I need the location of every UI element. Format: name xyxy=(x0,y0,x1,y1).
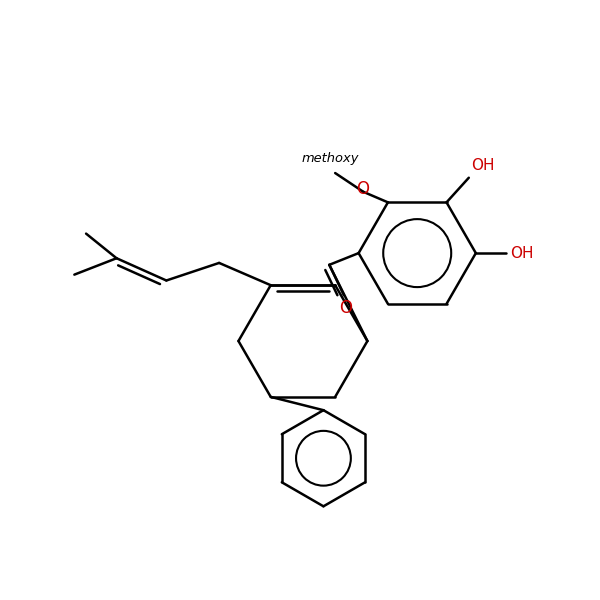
Text: methoxy: methoxy xyxy=(302,152,359,165)
Text: O: O xyxy=(356,181,369,199)
Text: OH: OH xyxy=(471,158,494,173)
Text: O: O xyxy=(338,299,352,317)
Text: OH: OH xyxy=(510,245,533,260)
